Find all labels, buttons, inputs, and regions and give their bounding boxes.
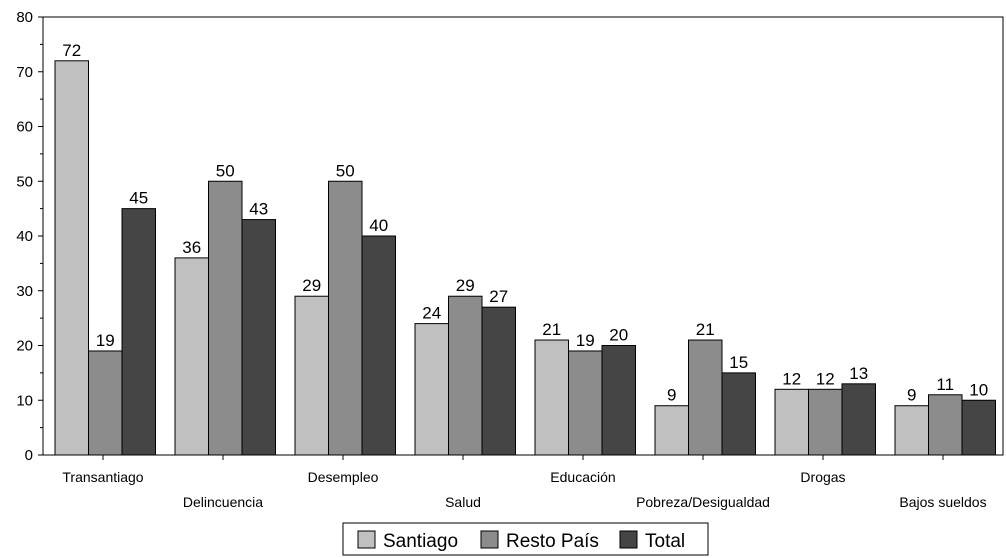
- bar: [601, 345, 636, 456]
- bar: [568, 350, 603, 456]
- y-tick-label: 0: [25, 447, 33, 464]
- bar: [328, 180, 363, 456]
- legend: Santiago Resto País Total: [342, 522, 709, 556]
- data-label: 13: [849, 364, 868, 383]
- data-label: 15: [729, 353, 748, 372]
- bar: [448, 295, 483, 456]
- bars: [54, 60, 996, 456]
- bar: [481, 306, 516, 456]
- bar: [808, 388, 843, 456]
- y-tick-label: 60: [16, 119, 33, 136]
- data-label: 20: [609, 326, 628, 345]
- data-label: 19: [576, 331, 595, 350]
- bar: [654, 405, 689, 456]
- legend-box: [342, 522, 709, 556]
- data-label: 21: [542, 320, 561, 339]
- y-tick-label: 30: [16, 283, 33, 300]
- data-label: 24: [422, 304, 441, 323]
- data-label: 50: [336, 161, 355, 180]
- y-tick-label: 40: [16, 228, 33, 245]
- y-tick-label: 70: [16, 64, 33, 81]
- data-label: 21: [696, 320, 715, 339]
- data-label: 12: [782, 369, 801, 388]
- data-label: 36: [182, 238, 201, 257]
- data-label: 9: [667, 386, 676, 405]
- bar: [121, 208, 156, 456]
- x-tick-label: Bajos sueldos: [899, 494, 986, 510]
- bar: [688, 339, 723, 456]
- x-tick-label: Transantiago: [62, 469, 143, 485]
- bar: [241, 219, 276, 456]
- y-tick-label: 80: [16, 9, 33, 26]
- legend-swatch: [619, 530, 638, 549]
- data-label: 10: [969, 380, 988, 399]
- x-tick-label: Pobreza/Desigualdad: [636, 494, 770, 510]
- bar: [894, 405, 929, 456]
- x-axis: Transantiago Delincuencia Desempleo Salud Ed…: [62, 455, 987, 510]
- bar: [294, 295, 329, 456]
- bar: [961, 399, 996, 456]
- y-tick-label: 20: [16, 338, 33, 355]
- x-tick-label: Educación: [550, 469, 615, 485]
- legend-swatch: [480, 530, 499, 549]
- bar: [721, 372, 756, 456]
- value-labels: 72 19 45 36 50 43 29 50 40 24 29 27 21 19 20 9 21 15 12 12 1…: [62, 41, 988, 405]
- legend-swatch: [357, 530, 376, 549]
- data-label: 11: [936, 375, 954, 394]
- bar: [361, 235, 396, 456]
- data-label: 9: [907, 386, 916, 405]
- x-tick-label: Drogas: [800, 469, 845, 485]
- bar: [928, 394, 963, 456]
- data-label: 72: [62, 41, 81, 60]
- x-tick-label: Salud: [445, 494, 481, 510]
- bar: [841, 383, 876, 456]
- bar: [174, 257, 209, 456]
- data-label: 43: [249, 200, 268, 219]
- bar: [774, 388, 809, 456]
- y-tick-label: 10: [16, 392, 33, 409]
- y-tick-label: 50: [16, 173, 33, 190]
- data-label: 50: [216, 161, 235, 180]
- legend-label: Santiago: [383, 531, 458, 552]
- data-label: 12: [816, 369, 835, 388]
- data-label: 45: [129, 189, 148, 208]
- bar: [414, 323, 449, 456]
- y-axis: 0 10 20 30 40 50 60 70 80: [16, 9, 43, 464]
- bar: [54, 60, 89, 456]
- bar: [88, 350, 123, 456]
- x-tick-label: Desempleo: [308, 469, 379, 485]
- data-label: 40: [369, 216, 388, 235]
- legend-label: Total: [645, 531, 685, 552]
- bar: [534, 339, 569, 456]
- data-label: 27: [489, 287, 508, 306]
- data-label: 29: [302, 276, 321, 295]
- bar: [208, 180, 243, 456]
- legend-label: Resto País: [506, 531, 599, 552]
- data-label: 29: [456, 276, 475, 295]
- data-label: 19: [96, 331, 115, 350]
- x-tick-label: Delincuencia: [183, 494, 263, 510]
